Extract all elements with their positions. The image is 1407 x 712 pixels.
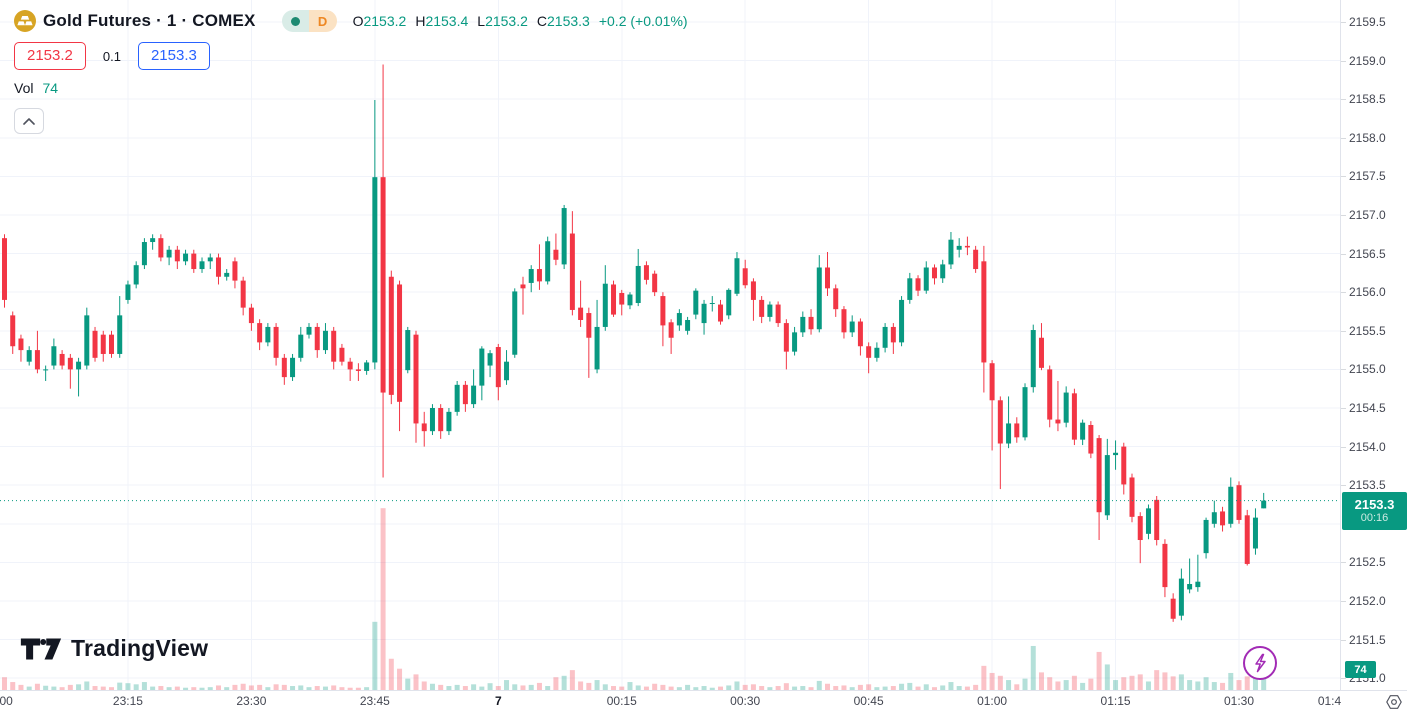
gold-symbol-icon	[14, 10, 36, 32]
price-axis-label: 2157.0	[1341, 208, 1386, 222]
volume-badge: 74	[1345, 661, 1376, 678]
sell-button[interactable]: 2153.2	[14, 42, 86, 70]
volume-bars	[2, 508, 1267, 690]
chevron-up-icon	[23, 117, 35, 125]
interval-status-badge[interactable]: D	[281, 10, 337, 32]
current-price-badge: 2153.3 00:16	[1342, 492, 1407, 530]
change-readout: +0.2 (+0.01%)	[598, 13, 688, 29]
ohlc-readout: O2153.2 H2153.4 L2153.2 C2153.3 +0.2 (+0…	[352, 13, 688, 29]
time-axis-labels: :00 23:15 23:30 23:45 7 00:15 00:30 00:45 01:00 0…	[0, 691, 1384, 712]
time-axis-label: :00	[0, 694, 13, 708]
lightning-bolt-icon	[1255, 653, 1266, 673]
bar-countdown: 00:16	[1360, 512, 1389, 524]
time-axis-label: 23:15	[112, 694, 143, 708]
collapse-legend-button[interactable]	[14, 108, 44, 134]
gridlines	[0, 0, 1340, 690]
tradingview-logo-icon	[20, 638, 62, 659]
spread-value: 0.1	[102, 48, 121, 64]
interval-badge: D	[308, 10, 337, 32]
time-axis-label: 01:4	[1317, 694, 1342, 708]
instant-order-button[interactable]	[1243, 646, 1277, 680]
volume-value: 74	[42, 80, 59, 96]
volume-label: Vol	[14, 80, 34, 96]
market-status-segment	[281, 10, 309, 32]
price-axis-label: 2152.5	[1341, 555, 1386, 570]
price-axis-label: 2156.0	[1341, 285, 1386, 300]
price-axis[interactable]: 2159.5 2159.0 2158.5 2158.0 2157.5 2157.0 2156…	[1340, 0, 1407, 690]
market-open-dot-icon	[290, 16, 300, 26]
time-axis-label: 01:15	[1100, 694, 1131, 708]
time-axis-label: 00:45	[853, 694, 884, 708]
time-axis-label: 00:30	[730, 694, 761, 708]
price-axis-label: 2154.5	[1341, 401, 1386, 415]
price-axis-label: 2155.0	[1341, 362, 1386, 377]
price-axis-label: 2157.5	[1341, 169, 1386, 184]
price-axis-label: 2155.5	[1341, 323, 1386, 338]
time-axis-label: 7	[494, 694, 502, 708]
price-axis-label: 2158.5	[1341, 92, 1386, 107]
trade-buttons: 2153.2 0.1 2153.3	[14, 42, 210, 70]
price-axis-label: 2151.5	[1341, 632, 1386, 647]
price-axis-label: 2159.5	[1341, 15, 1386, 29]
time-axis-label: 23:30	[236, 694, 267, 708]
hexagon-eye-icon[interactable]	[1384, 692, 1404, 712]
time-axis-label: 01:00	[977, 694, 1008, 708]
price-axis-label: 2152.0	[1341, 594, 1386, 608]
symbol-title[interactable]: Gold Futures · 1 · COMEX	[43, 11, 256, 30]
time-axis[interactable]: :00 23:15 23:30 23:45 7 00:15 00:30 00:45 01:00 0…	[0, 690, 1407, 712]
buy-button[interactable]: 2153.3	[137, 42, 210, 70]
tradingview-watermark-text: TradingView	[71, 635, 209, 661]
price-axis-label: 2156.5	[1341, 246, 1386, 261]
time-axis-label: 00:15	[606, 694, 637, 708]
volume-indicator-legend: Vol 74	[14, 80, 58, 96]
price-axis-label: 2153.5	[1341, 478, 1386, 493]
tradingview-watermark: TradingView	[20, 635, 208, 662]
time-axis-label: 01:30	[1223, 694, 1255, 708]
price-axis-label: 2158.0	[1341, 130, 1386, 145]
candles	[2, 64, 1267, 622]
time-axis-label: 23:45	[359, 694, 390, 708]
price-axis-label: 2154.0	[1341, 439, 1386, 454]
candlestick-chart-pane[interactable]: TradingView Gold Futures · 1 · COMEX D O…	[0, 0, 1340, 690]
price-axis-label: 2159.0	[1341, 53, 1386, 68]
candlestick-chart[interactable]	[0, 0, 1340, 690]
chart-legend: Gold Futures · 1 · COMEX D O2153.2 H2153…	[14, 8, 697, 134]
